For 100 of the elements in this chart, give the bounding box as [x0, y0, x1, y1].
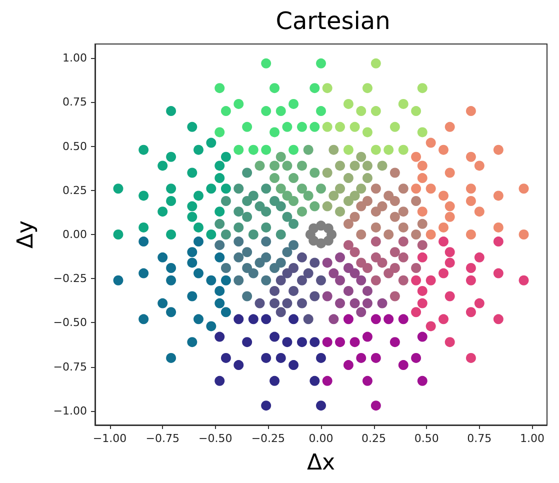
point: [248, 268, 258, 278]
point: [288, 196, 299, 206]
point: [426, 230, 436, 240]
point: [234, 275, 244, 286]
point: [276, 184, 286, 194]
point: [466, 263, 476, 274]
point: [417, 160, 428, 171]
point: [316, 58, 326, 68]
point: [297, 275, 307, 286]
point: [426, 138, 436, 148]
point: [411, 263, 422, 274]
point: [234, 236, 244, 247]
point: [242, 247, 252, 258]
point: [166, 275, 176, 286]
point: [270, 173, 280, 184]
point: [417, 127, 428, 138]
point: [417, 286, 428, 296]
point: [316, 400, 326, 411]
point: [234, 222, 244, 232]
point: [362, 83, 372, 94]
point: [343, 144, 354, 155]
point: [356, 201, 366, 212]
point: [206, 321, 216, 332]
point: [350, 247, 360, 258]
point: [417, 218, 428, 229]
point: [297, 184, 307, 194]
point: [310, 258, 320, 268]
chart-title: Cartesian: [276, 7, 390, 35]
point: [316, 106, 326, 116]
point: [438, 190, 449, 201]
point: [370, 275, 381, 286]
point: [444, 212, 455, 222]
point: [261, 106, 272, 116]
point: [343, 286, 354, 296]
point: [310, 291, 320, 302]
point: [297, 252, 307, 262]
point: [398, 236, 408, 247]
x-tick-label: 0.00: [308, 432, 334, 445]
point: [261, 206, 272, 217]
point: [322, 122, 332, 132]
point: [356, 352, 366, 363]
point: [370, 252, 381, 262]
point: [187, 122, 198, 132]
point: [384, 230, 394, 240]
point: [220, 263, 231, 274]
point: [220, 152, 231, 162]
point: [158, 206, 168, 217]
point: [166, 307, 176, 318]
x-tick-label: 0.75: [467, 432, 492, 445]
point: [356, 258, 366, 268]
point: [377, 160, 388, 171]
point: [384, 314, 394, 324]
point: [362, 286, 372, 296]
point: [362, 376, 372, 386]
point: [417, 83, 428, 94]
point: [390, 337, 400, 348]
point: [438, 144, 449, 155]
point: [166, 152, 176, 162]
point: [356, 184, 366, 194]
point: [276, 201, 286, 212]
point: [362, 298, 372, 308]
point: [370, 400, 381, 411]
point: [214, 240, 225, 250]
point: [493, 314, 504, 324]
point: [362, 127, 372, 138]
point: [316, 184, 326, 194]
point: [276, 230, 286, 240]
point: [288, 240, 299, 250]
point: [248, 190, 258, 201]
point: [444, 201, 455, 212]
point: [466, 230, 476, 240]
point: [328, 314, 339, 324]
point: [206, 184, 216, 194]
point: [220, 307, 231, 318]
point: [234, 184, 244, 194]
point: [261, 252, 272, 262]
point: [261, 144, 272, 155]
point: [474, 252, 484, 262]
point: [288, 98, 299, 109]
point: [194, 190, 204, 201]
point: [288, 263, 299, 274]
point: [261, 400, 272, 411]
point: [335, 275, 346, 286]
point: [206, 138, 216, 148]
point: [261, 352, 272, 363]
point: [220, 275, 231, 286]
point: [166, 263, 176, 274]
point: [214, 332, 225, 342]
point: [214, 127, 225, 138]
point: [187, 337, 198, 348]
point: [426, 275, 436, 286]
point: [310, 201, 320, 212]
point: [518, 275, 529, 286]
point: [242, 291, 252, 302]
point: [518, 230, 529, 240]
point: [322, 168, 332, 178]
point: [194, 222, 204, 232]
point: [398, 360, 408, 370]
point: [282, 122, 292, 132]
point: [282, 268, 292, 278]
